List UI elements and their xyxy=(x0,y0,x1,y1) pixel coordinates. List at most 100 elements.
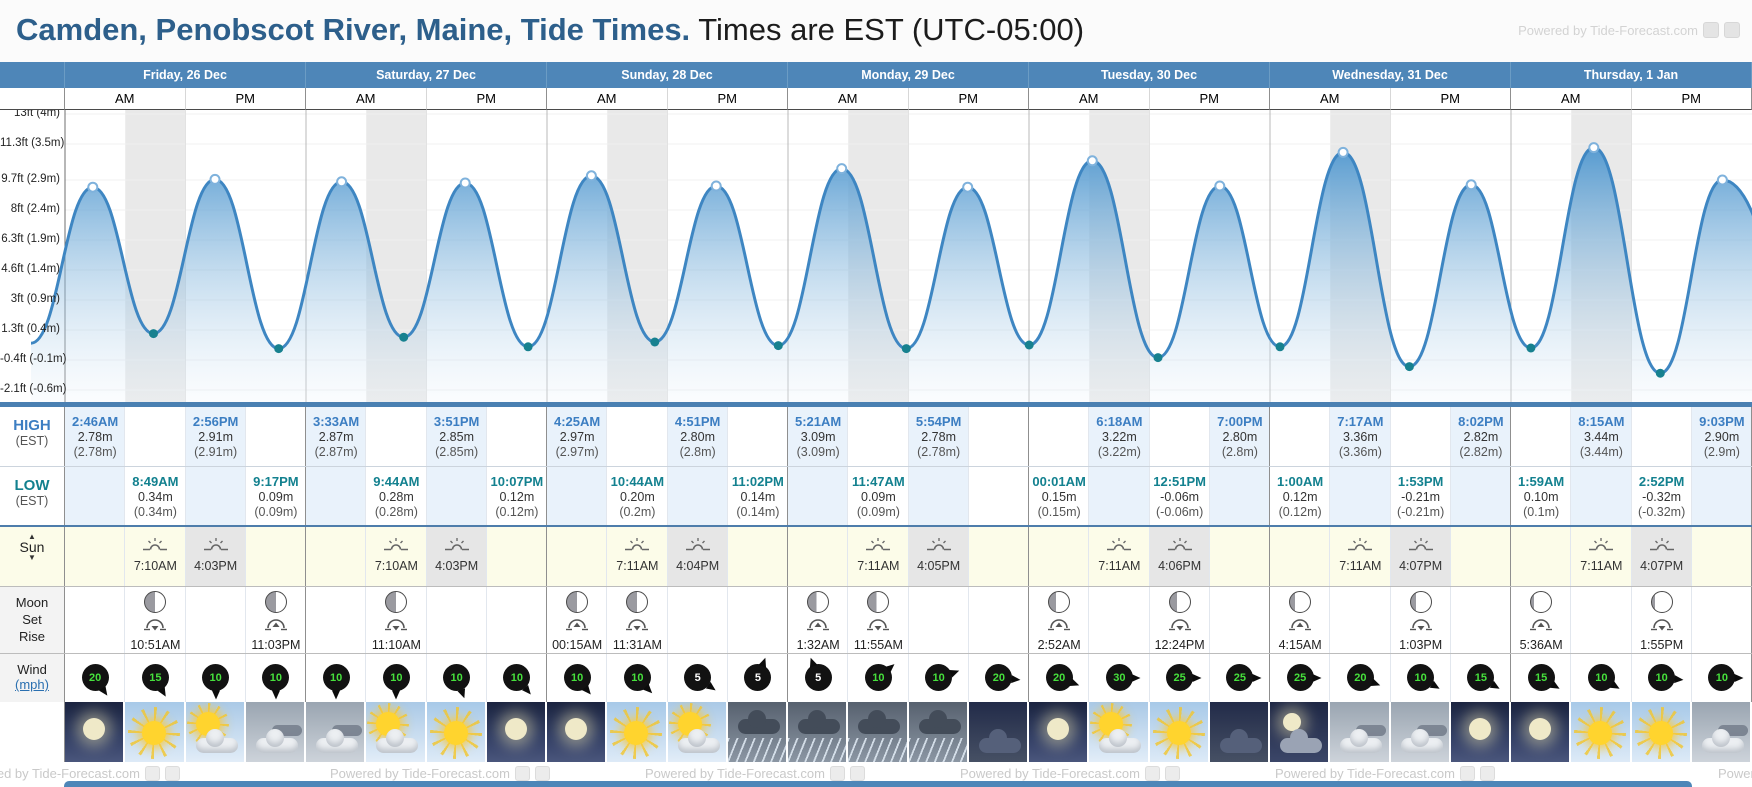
powered-by-link-footer[interactable]: Powered by Tide-Forecast.com xyxy=(1718,766,1752,781)
sun-expand-up-icon[interactable]: ▲ xyxy=(28,532,36,541)
tide-height-alt: (0.09m) xyxy=(856,505,900,519)
powered-by-text: Powered by Tide-Forecast.com xyxy=(1718,766,1752,781)
grid-cell xyxy=(1089,527,1150,587)
high-tide-entry: 4:25AM 2.97m (2.97m) xyxy=(521,407,633,460)
wind-cell: 10 xyxy=(1692,654,1752,702)
grid-cell xyxy=(848,654,909,702)
sunset-time: 4:07PM xyxy=(1399,559,1443,573)
grid-cell xyxy=(65,467,126,527)
high-tide-marker xyxy=(1588,142,1600,154)
tide-highlight-stripe xyxy=(547,407,608,527)
tide-height-alt: (2.85m) xyxy=(435,445,479,459)
pm-label: PM xyxy=(1631,88,1752,110)
sunset-entry: 4:03PM xyxy=(171,527,261,573)
day-header: Tuesday, 30 Dec xyxy=(1029,62,1270,88)
moon-row-label: Moon Set Rise xyxy=(0,587,65,654)
tide-time: 10:44AM xyxy=(610,474,665,489)
badge-icon[interactable] xyxy=(1164,766,1180,781)
low-tide-marker xyxy=(1526,343,1536,353)
moon-rise-entry: 5:36AM xyxy=(1496,587,1586,652)
wind-direction-arrow xyxy=(1549,680,1566,694)
weather-clear-night-icon xyxy=(65,702,126,762)
sunset-entry: 4:04PM xyxy=(653,527,743,573)
moon-rise-entry: 00:15AM xyxy=(532,587,622,652)
wind-speed-badge: 15 xyxy=(1527,664,1566,694)
low-tide-marker xyxy=(399,332,409,342)
tide-time: 3:33AM xyxy=(313,414,360,429)
powered-by-link-top[interactable]: Powered by Tide-Forecast.com xyxy=(1518,22,1740,38)
badge-icon[interactable] xyxy=(1144,766,1160,781)
moon-phase-icon xyxy=(867,591,890,613)
powered-by-link-footer[interactable]: Powered by Tide-Forecast.com xyxy=(960,766,1180,781)
wind-cell: 10 xyxy=(487,654,547,702)
grid-cell xyxy=(1270,587,1331,654)
tide-highlight-stripe xyxy=(908,407,969,527)
am-label: AM xyxy=(1029,88,1150,110)
powered-by-link-footer[interactable]: Powered by Tide-Forecast.com xyxy=(645,766,865,781)
badge-icon[interactable] xyxy=(144,766,160,781)
badge-icon[interactable] xyxy=(514,766,530,781)
grid-cell xyxy=(1210,467,1270,527)
grid-cell xyxy=(788,527,849,587)
sun-expand-down-icon[interactable]: ▼ xyxy=(28,553,36,562)
sunrise-entry: 7:11AM xyxy=(833,527,923,573)
y-axis-tick: 11.3ft (3.5m) xyxy=(0,137,65,149)
powered-by-link-footer[interactable]: Powered by Tide-Forecast.com xyxy=(1275,766,1495,781)
moon-phase-icon xyxy=(626,591,649,613)
badge-icon[interactable] xyxy=(1459,766,1475,781)
grid-cell xyxy=(1210,587,1270,654)
badge-icon[interactable] xyxy=(1703,22,1719,38)
badge-icon[interactable] xyxy=(164,766,180,781)
wind-direction-arrow xyxy=(1370,678,1386,690)
high-tide-entry: 5:54PM 2.78m (2.78m) xyxy=(883,407,995,460)
badge-icon[interactable] xyxy=(829,766,845,781)
tide-height-alt: (-0.32m) xyxy=(1638,505,1686,519)
weather-cloudy-icon xyxy=(1390,702,1451,762)
grid-cell xyxy=(668,407,728,467)
tide-height: 0.10m xyxy=(1523,490,1559,504)
tide-time: 4:51PM xyxy=(674,414,721,429)
wind-speed: 5 xyxy=(815,671,822,684)
grid-cell xyxy=(1150,407,1210,467)
weather-clear-night-icon xyxy=(1511,702,1572,762)
badge-icon[interactable] xyxy=(534,766,550,781)
sunrise-time: 7:11AM xyxy=(1339,559,1382,573)
tide-height: 2.80m xyxy=(680,430,715,444)
wind-speed-badge: 10 xyxy=(262,664,290,703)
grid-cell xyxy=(1089,407,1150,467)
weather-clear-night-icon xyxy=(1450,702,1511,762)
badge-icon[interactable] xyxy=(1724,22,1740,38)
grid-cell xyxy=(1390,527,1451,587)
grid-cell xyxy=(1632,654,1692,702)
day-header: Monday, 29 Dec xyxy=(788,62,1029,88)
badge-icon[interactable] xyxy=(849,766,865,781)
sunrise-time: 7:11AM xyxy=(616,559,659,573)
sunrise-icon xyxy=(623,538,651,556)
weather-rain-icon xyxy=(848,702,909,762)
high-tide-marker xyxy=(962,181,974,193)
low-tide-entry: 10:44AM 0.20m (0.2m) xyxy=(581,467,693,520)
wind-speed-badge: 10 xyxy=(1708,664,1748,691)
powered-by-link-footer[interactable]: Powered by Tide-Forecast.com xyxy=(0,766,180,781)
tide-height-alt: (0.34m) xyxy=(133,505,177,519)
tide-highlight-stripe xyxy=(788,407,849,527)
grid-cell xyxy=(246,587,306,654)
badge-icon[interactable] xyxy=(1479,766,1495,781)
sunset-time: 4:03PM xyxy=(194,559,238,573)
wind-speed: 10 xyxy=(390,671,403,684)
powered-by-link-footer[interactable]: Powered by Tide-Forecast.com xyxy=(330,766,550,781)
wind-cell: 10 xyxy=(547,654,607,702)
grid-cell xyxy=(788,654,849,702)
high-tide-marker xyxy=(336,176,348,188)
sun-row-top-border xyxy=(0,525,1752,527)
high-tide-entry: 3:33AM 2.87m (2.87m) xyxy=(280,407,392,460)
tide-height-alt: (0.14m) xyxy=(736,505,780,519)
mph-unit-link[interactable]: (mph) xyxy=(15,677,49,692)
sun-row-label[interactable]: ▲ Sun ▼ xyxy=(0,527,65,587)
moon-rise-time: 1:32AM xyxy=(796,638,840,652)
tide-time: 9:03PM xyxy=(1699,414,1745,429)
sunrise-icon xyxy=(864,538,892,556)
moon-set-entry: 1:03PM xyxy=(1376,587,1466,652)
sunset-time: 4:03PM xyxy=(435,559,479,573)
wind-cell: 10 xyxy=(1391,654,1451,702)
